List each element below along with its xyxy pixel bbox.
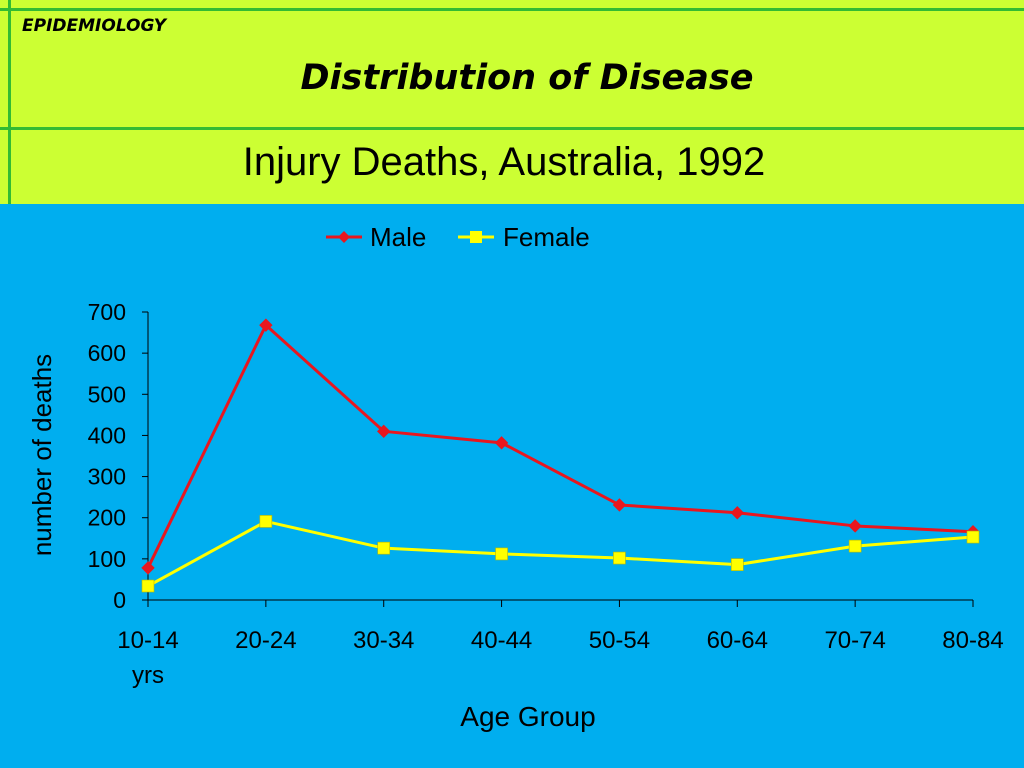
data-point-male	[730, 506, 744, 520]
data-point-female	[259, 515, 273, 528]
y-axis-title: number of deaths	[27, 354, 57, 556]
data-point-female	[495, 547, 508, 561]
series-line-male	[146, 323, 974, 569]
slide-header: EPIDEMIOLOGY Distribution of Disease Inj…	[0, 0, 1024, 204]
x-tick-label: 10-14	[117, 627, 178, 654]
y-tick-label: 600	[88, 340, 126, 366]
data-point-female	[848, 539, 862, 553]
data-point-female	[966, 530, 980, 544]
header-rule-middle	[0, 127, 1024, 130]
x-tick-label: 60-64	[707, 627, 768, 654]
legend-label-male: Male	[370, 222, 426, 252]
data-point-male	[259, 318, 273, 332]
x-tick-label: 20-24	[235, 627, 296, 654]
y-tick-label: 700	[88, 299, 126, 325]
y-tick-label: 100	[88, 546, 126, 572]
x-axis-title: Age Group	[460, 701, 595, 732]
y-tick-label: 500	[88, 381, 126, 407]
y-tick-label: 200	[88, 505, 126, 531]
x-tick-label: 50-54	[589, 627, 650, 654]
x-tick-sublabel: yrs	[132, 662, 164, 689]
x-tick-label: 40-44	[471, 627, 532, 654]
section-tag: EPIDEMIOLOGY	[22, 16, 167, 36]
legend-label-female: Female	[503, 222, 590, 252]
header-rule-left	[8, 0, 11, 204]
x-tick-label: 30-34	[353, 627, 414, 654]
data-point-male	[848, 519, 862, 533]
data-point-female	[613, 551, 626, 565]
series-line-female	[147, 519, 974, 588]
y-tick-label: 300	[88, 464, 126, 490]
data-point-male	[612, 498, 627, 512]
legend-marker-female	[470, 231, 482, 243]
x-tick-label: 80-84	[942, 627, 1003, 654]
data-point-female	[377, 541, 391, 555]
line-chart: 0 100 200 300 400 500 600 700 10-14 20-24 30-34 40-…	[27, 222, 1004, 732]
y-tick-label: 400	[88, 422, 126, 448]
x-tick-label: 70-74	[824, 627, 885, 654]
data-point-male	[494, 436, 509, 450]
data-point-female	[141, 579, 155, 593]
data-point-female	[730, 558, 744, 571]
slide-title: Distribution of Disease	[300, 58, 754, 98]
legend-marker-male	[338, 231, 350, 243]
y-tick-label: 0	[113, 587, 126, 613]
header-rule-top	[0, 8, 1024, 11]
chart-title: Injury Deaths, Australia, 1992	[242, 140, 766, 184]
data-point-male	[141, 561, 155, 575]
data-point-male	[377, 424, 391, 439]
